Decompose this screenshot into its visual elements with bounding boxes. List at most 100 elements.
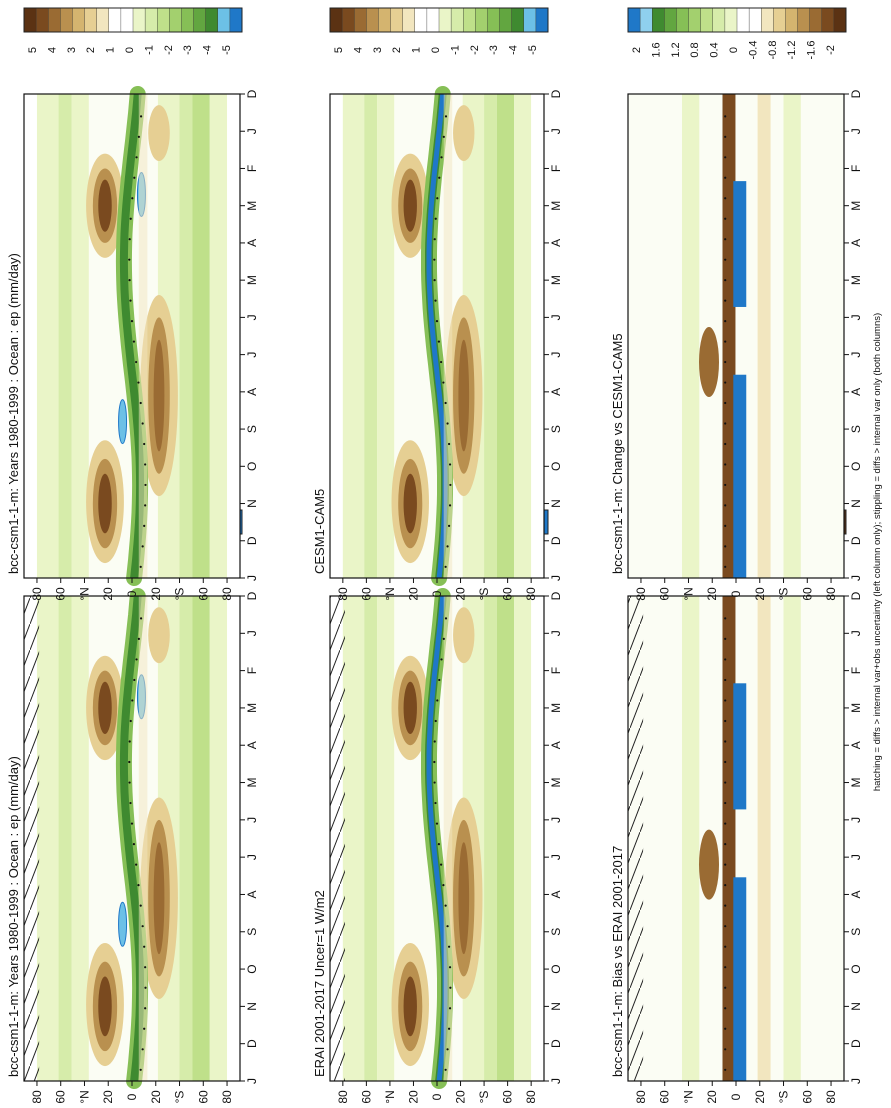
anomaly-positive [699,829,719,900]
colorbar-swatch [341,7,355,33]
stipple-dot [724,884,727,887]
lat-tick-label: 0 [125,590,139,597]
colorbar: 5 4 3 2 1 0 -1 -2 -3 -4 -5 [23,7,243,55]
stipple-dot [143,524,146,527]
stipple-dot [139,565,142,568]
month-tick-label: M [849,778,863,788]
stipple-dot [133,678,136,682]
lat-tick-label: 60 [501,1090,515,1103]
field-band [443,94,453,578]
stipple-dot [724,176,727,179]
month-tick-label: J [849,817,863,823]
colorbar-swatch [712,7,726,33]
stipple-dot [724,678,727,682]
stipple-dot [724,279,727,282]
lat-tick-label: 20 [101,587,115,601]
stipple-dot [433,781,436,784]
month-tick-label: J [549,817,563,823]
stipple-dot [724,238,727,241]
stipple-dot [437,842,440,846]
month-tick-label: J [549,352,563,358]
stipple-dot [724,258,727,261]
colorbar-tick-label: 2 [85,47,97,53]
month-tick-label: O [849,462,863,471]
stipple-dot [137,381,140,384]
evap-band [403,976,417,1037]
lat-tick-label: 60 [54,587,68,601]
colorbar-swatch [426,7,440,33]
month-tick-label: J [245,128,259,134]
lat-tick-label: 20 [753,1090,767,1103]
evap-band [98,473,112,534]
colorbar-swatch [833,7,847,33]
colorbar-swatch [761,7,774,33]
evap-band [98,976,112,1037]
stipple-dot [434,299,437,302]
colorbar-swatch [48,7,61,33]
colorbar-frame [627,7,847,33]
colorbar-swatch [499,7,513,33]
month-tick-label: O [245,462,259,471]
colorbar-swatch [523,7,537,33]
month-tick-label: D [849,591,863,600]
anomaly-positive [722,596,736,1081]
month-tick-label: D [549,89,563,98]
stipple-dot [442,884,445,887]
month-tick-label: S [849,928,863,936]
stipple-dot [139,115,143,118]
field-band [484,596,497,1081]
month-tick-label: J [549,128,563,134]
stipple-dot [447,442,451,446]
panel-title: CESM1-CAM5 [312,489,327,574]
lat-tick-label: 60 [800,1090,814,1103]
month-tick-label: J [849,575,863,581]
lat-tick-label: 80 [634,587,648,601]
month-tick-label: O [849,964,863,973]
colorbar-tick-label: -4 [202,45,214,55]
stipple-dot [449,483,452,487]
colorbar-swatch [639,7,653,33]
anomaly-negative [733,181,747,307]
stipple-dot [132,842,136,846]
stipple-dot [724,422,727,425]
footer-note: hatching = diffs > internal var+obs unce… [872,313,883,791]
anomaly-negative [733,877,747,1081]
stipple-dot [131,699,134,702]
lat-tick-label: °N [77,587,91,600]
lat-tick-label: 80 [336,1090,350,1103]
month-tick-label: J [549,630,563,636]
hatching [628,596,644,1081]
colorbar-tick-label: -0.4 [747,41,759,60]
colorbar-swatch [144,7,158,33]
stipple-dot [448,966,452,969]
stipple-dot [433,258,436,261]
stipple-dot [724,545,727,548]
stipple-dot [724,863,727,866]
colorbar-tick-label: -3 [488,45,500,55]
colorbar-tick-label: -1 [449,45,461,55]
colorbar-swatch [773,7,786,33]
month-tick-label: J [849,1078,863,1084]
stipple-dot [143,1027,146,1030]
stipple-dot [724,945,727,948]
evap-band [148,607,170,664]
month-tick-label: M [549,703,563,713]
colorbar-swatch [797,7,811,33]
colorbar-swatch [821,7,835,33]
stipple-dot [143,442,146,446]
colorbar-swatch [414,7,428,33]
stipple-dot [130,822,134,825]
panel-title: bcc-csm1-1-m: Bias vs ERAI 2001-2017 [610,846,625,1077]
stipple-dot [444,617,448,620]
colorbar-tick-label: 3 [66,47,78,53]
field-band [138,94,148,578]
colorbar: 2 1.6 1.2 0.8 0.4 0 -0.4 -0.8 -1.2 -1.6 -2 [627,7,847,60]
stipple-dot [438,176,441,179]
stipple-dot [724,801,727,805]
month-tick-label: D [849,1039,863,1048]
stipple-dot [724,925,727,928]
stipple-dot [436,197,439,200]
evap-band [153,339,165,452]
field-band [514,596,532,1081]
field-band [496,94,515,578]
